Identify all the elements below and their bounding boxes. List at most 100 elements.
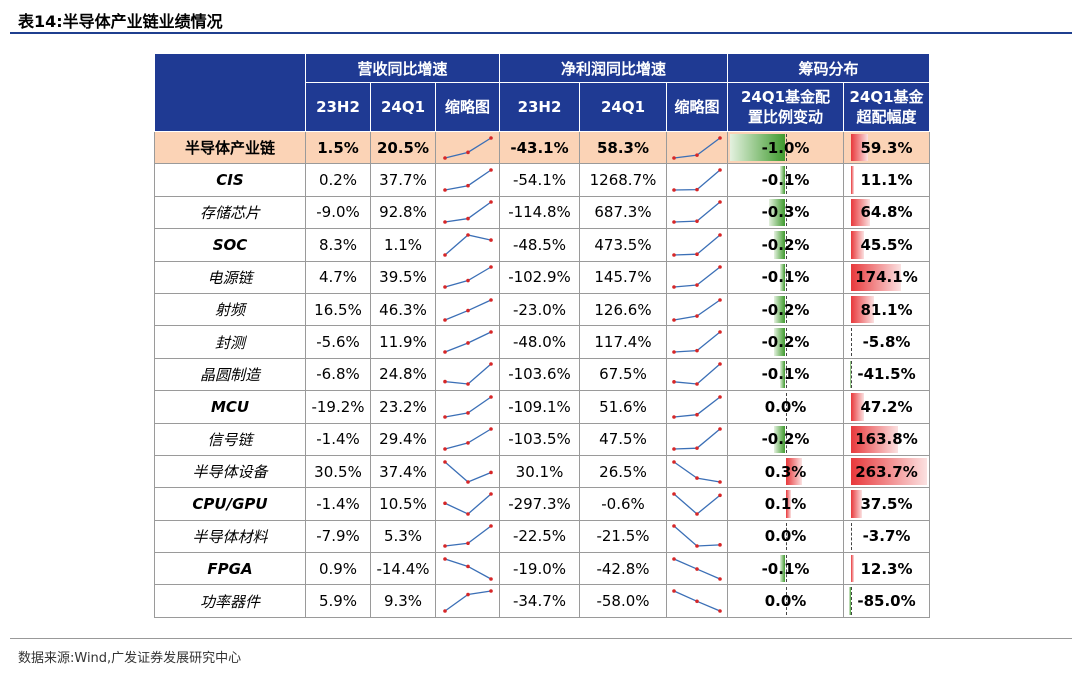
- rev-sparkline: [435, 357, 500, 392]
- rev-sparkline: [435, 519, 500, 554]
- sparkline-point: [718, 395, 722, 399]
- np-sparkline: [666, 454, 728, 489]
- sparkline-point: [465, 308, 470, 313]
- overweight-value: 81.1%: [860, 300, 913, 319]
- np-24q1: 26.5%: [579, 454, 667, 489]
- sparkline-point: [695, 567, 699, 571]
- rev-24q1: 37.4%: [370, 454, 436, 489]
- table-title: 表14:半导体产业链业绩情况: [18, 12, 223, 31]
- bar-fill: [848, 587, 851, 615]
- rev-24q1: -14.4%: [370, 552, 436, 586]
- sparkline-point: [718, 200, 722, 205]
- sparkline-point: [672, 447, 676, 452]
- rev-sparkline: [435, 163, 500, 197]
- rev-24q1: 11.9%: [370, 325, 436, 359]
- overweight-cell: 11.1%: [843, 163, 930, 197]
- rev-sparkline: [435, 260, 500, 294]
- row-name: 半导体材料: [154, 519, 306, 554]
- sparkline-point: [672, 317, 676, 322]
- np-sparkline: [666, 357, 728, 392]
- fund-change-cell: -0.2%: [727, 292, 844, 327]
- table-row: 电源链 4.7% 39.5% -102.9% 145.7% -0.1% 174.1%: [154, 260, 930, 294]
- sparkline-point: [442, 285, 447, 290]
- np-24q1: -21.5%: [579, 519, 667, 554]
- sparkline-chart: [672, 459, 722, 484]
- overweight-value: 163.8%: [855, 430, 918, 449]
- sparkline-point: [465, 512, 470, 516]
- sparkline-point: [465, 479, 470, 484]
- overweight-cell: 45.5%: [843, 228, 930, 262]
- bar-axis: [785, 263, 787, 291]
- overweight-cell: 163.8%: [843, 422, 930, 456]
- row-name: 半导体产业链: [154, 130, 306, 165]
- sparkline-point: [672, 459, 676, 464]
- bar-axis: [850, 587, 852, 615]
- bar-fill: [850, 393, 865, 421]
- sparkline-chart: [672, 427, 722, 452]
- table-row: MCU -19.2% 23.2% -109.1% 51.6% 0.0% 47.2%: [154, 390, 930, 424]
- sparkline-point: [672, 380, 676, 385]
- header-fund-change-line1: 24Q1基金配: [740, 88, 831, 106]
- bar-axis: [785, 166, 787, 194]
- overweight-value: 263.7%: [855, 462, 918, 481]
- np-sparkline: [666, 422, 728, 456]
- fund-change-value: -0.2%: [761, 300, 810, 319]
- np-sparkline: [666, 228, 728, 262]
- rev-23h2: 1.5%: [305, 130, 371, 165]
- sparkline-point: [718, 233, 722, 237]
- table-row: 半导体设备 30.5% 37.4% 30.1% 26.5% 0.3% 263.7%: [154, 454, 930, 489]
- rev-23h2: -1.4%: [305, 422, 371, 456]
- sparkline-chart: [442, 168, 493, 192]
- sparkline-chart: [442, 427, 493, 452]
- sparkline-point: [695, 252, 699, 256]
- sparkline-point: [718, 576, 722, 581]
- overweight-cell: 12.3%: [843, 552, 930, 586]
- np-23h2: -109.1%: [499, 390, 580, 424]
- rev-23h2: 8.3%: [305, 228, 371, 262]
- header-overweight-line2: 超配幅度: [856, 108, 917, 126]
- bar-axis: [850, 522, 852, 551]
- fund-change-value: 0.3%: [764, 462, 807, 481]
- bar-fill: [850, 555, 855, 583]
- fund-change-cell: 0.1%: [727, 487, 844, 521]
- bar-axis: [785, 295, 787, 324]
- sparkline-path: [673, 234, 721, 256]
- sparkline-point: [488, 362, 493, 367]
- sparkline-point: [465, 233, 470, 237]
- sparkline-chart: [442, 362, 493, 387]
- fund-change-cell: -0.1%: [727, 163, 844, 197]
- bar-fill: [850, 425, 899, 453]
- np-sparkline: [666, 195, 728, 230]
- sparkline-point: [465, 441, 470, 445]
- sparkline-point: [442, 544, 447, 549]
- sparkline-chart: [672, 556, 722, 581]
- sparkline-point: [442, 556, 447, 561]
- sparkline-point: [465, 592, 470, 597]
- rev-23h2: -7.9%: [305, 519, 371, 554]
- sparkline-point: [695, 544, 699, 549]
- np-23h2: -48.5%: [499, 228, 580, 262]
- sparkline-chart: [672, 297, 722, 322]
- rev-23h2: 30.5%: [305, 454, 371, 489]
- fund-change-value: -0.2%: [761, 430, 810, 449]
- overweight-value: -41.5%: [857, 365, 916, 384]
- row-name: CPU/GPU: [154, 487, 306, 521]
- sparkline-point: [672, 589, 676, 593]
- sparkline-point: [465, 217, 470, 221]
- header-profit-growth: 净利润同比增速: [499, 53, 728, 83]
- sparkline-point: [718, 168, 722, 172]
- bar-fill: [785, 490, 792, 518]
- overweight-cell: -85.0%: [843, 584, 930, 618]
- sparkline-point: [718, 609, 722, 613]
- rev-24q1: 46.3%: [370, 292, 436, 327]
- fund-change-value: 0.0%: [764, 397, 807, 416]
- rev-24q1: 5.3%: [370, 519, 436, 554]
- np-sparkline: [666, 325, 728, 359]
- table-row: CIS 0.2% 37.7% -54.1% 1268.7% -0.1% 11.1%: [154, 163, 930, 197]
- rev-24q1: 20.5%: [370, 130, 436, 165]
- fund-change-cell: -1.0%: [727, 130, 844, 165]
- rev-24q1: 10.5%: [370, 487, 436, 521]
- table-row: 半导体材料 -7.9% 5.3% -22.5% -21.5% 0.0% -3.7%: [154, 519, 930, 554]
- sparkline-point: [465, 278, 470, 283]
- sparkline-point: [672, 524, 676, 529]
